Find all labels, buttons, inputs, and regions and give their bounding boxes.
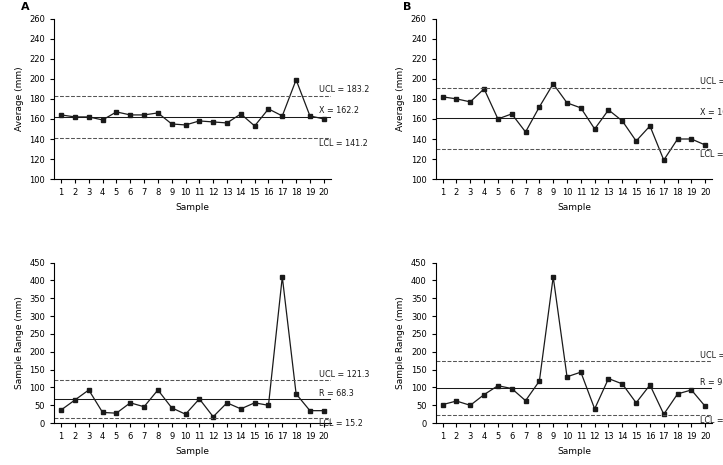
Text: R = 98.5: R = 98.5: [701, 378, 723, 387]
Text: LCL = 15.2: LCL = 15.2: [319, 419, 363, 428]
X-axis label: Sample: Sample: [176, 203, 210, 212]
Text: R = 68.3: R = 68.3: [319, 389, 354, 398]
Text: UCL = 183.2: UCL = 183.2: [319, 85, 369, 94]
Text: A: A: [21, 2, 30, 12]
Text: B: B: [403, 2, 411, 12]
Y-axis label: Sample Range (mm): Sample Range (mm): [396, 297, 406, 389]
Text: X = 160.6: X = 160.6: [701, 108, 723, 117]
Y-axis label: Average (mm): Average (mm): [396, 66, 406, 131]
Y-axis label: Sample Range (mm): Sample Range (mm): [14, 297, 24, 389]
X-axis label: Sample: Sample: [176, 447, 210, 456]
Text: UCL = 175.0: UCL = 175.0: [701, 351, 723, 359]
Text: LCL = 22.0: LCL = 22.0: [701, 416, 723, 425]
X-axis label: Sample: Sample: [557, 447, 591, 456]
Text: UCL = 121.3: UCL = 121.3: [319, 370, 369, 379]
Text: X = 162.2: X = 162.2: [319, 106, 359, 115]
Text: LCL = 141.2: LCL = 141.2: [319, 140, 368, 148]
Text: LCL = 130.2: LCL = 130.2: [701, 150, 723, 159]
Y-axis label: Average (mm): Average (mm): [14, 66, 24, 131]
X-axis label: Sample: Sample: [557, 203, 591, 212]
Text: UCL = 190.9: UCL = 190.9: [701, 78, 723, 86]
